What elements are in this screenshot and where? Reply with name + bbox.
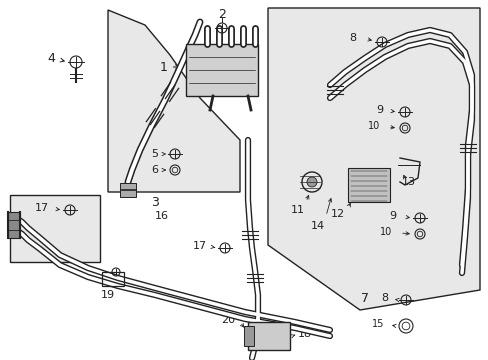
- Text: 19: 19: [101, 290, 115, 300]
- Text: 15: 15: [371, 319, 383, 329]
- Bar: [102, 272, 124, 286]
- Text: 18: 18: [297, 329, 311, 339]
- Bar: [120, 183, 136, 197]
- Text: 9: 9: [376, 105, 383, 115]
- Bar: [244, 326, 253, 346]
- Text: 6: 6: [151, 165, 158, 175]
- Text: 16: 16: [155, 211, 169, 221]
- Text: 4: 4: [47, 51, 55, 64]
- Text: 2: 2: [218, 8, 225, 21]
- Bar: [185, 44, 258, 96]
- Text: 13: 13: [401, 177, 415, 187]
- Text: 17: 17: [35, 203, 49, 213]
- Text: 8: 8: [380, 293, 387, 303]
- Text: 14: 14: [310, 221, 325, 231]
- Polygon shape: [267, 8, 479, 310]
- Text: 8: 8: [349, 33, 356, 43]
- Text: 10: 10: [367, 121, 379, 131]
- Bar: [347, 168, 389, 202]
- Text: 7: 7: [360, 292, 368, 305]
- Bar: [247, 322, 289, 350]
- Polygon shape: [108, 10, 240, 192]
- Polygon shape: [10, 195, 100, 262]
- Circle shape: [306, 177, 316, 187]
- Bar: [8, 212, 20, 238]
- Text: 5: 5: [151, 149, 158, 159]
- Text: 9: 9: [388, 211, 396, 221]
- Text: 20: 20: [221, 315, 235, 325]
- Text: 3: 3: [151, 195, 159, 208]
- Text: 12: 12: [330, 209, 345, 219]
- Text: 11: 11: [290, 205, 305, 215]
- Text: 17: 17: [193, 241, 206, 251]
- Text: 1: 1: [160, 60, 180, 73]
- Text: 10: 10: [379, 227, 391, 237]
